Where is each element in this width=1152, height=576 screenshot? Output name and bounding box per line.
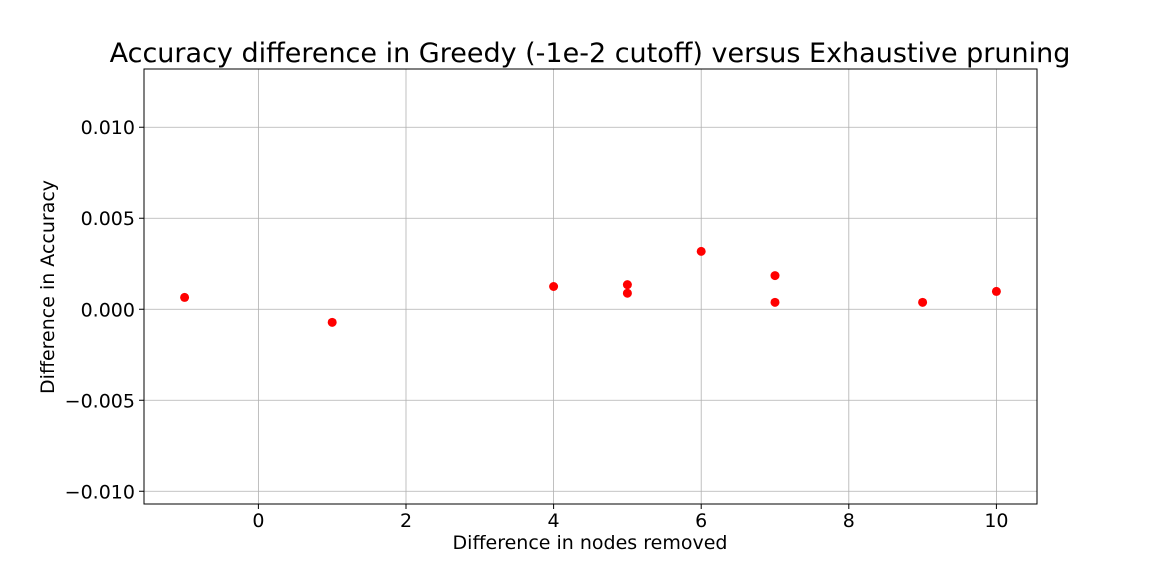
chart-title: Accuracy difference in Greedy (-1e-2 cut…: [110, 38, 1071, 69]
y-tick-label: −0.005: [65, 390, 135, 412]
data-point: [770, 297, 780, 307]
x-tick-label: 2: [400, 510, 412, 532]
data-point: [991, 286, 1001, 296]
points-layer: [180, 246, 1001, 327]
y-tick-label: 0.000: [81, 299, 135, 321]
grid-layer: [144, 69, 1037, 504]
y-tick-label: −0.010: [65, 481, 135, 503]
y-axis-label: Difference in Accuracy: [37, 180, 59, 394]
x-tick-label: 4: [548, 510, 560, 532]
data-point: [549, 282, 559, 291]
data-point: [327, 317, 337, 327]
data-point: [622, 280, 632, 290]
x-tick-label: 0: [252, 510, 264, 532]
data-point: [770, 271, 780, 281]
data-point: [622, 288, 632, 298]
y-tick-label: 0.010: [81, 117, 135, 139]
data-point: [918, 297, 928, 307]
plot-frame: [143, 68, 1038, 505]
data-point: [696, 246, 706, 256]
data-point: [180, 292, 190, 302]
ticks-layer: 0 2 4 6 8 10 −0.010 −0.005 0.000 0.005 0.010: [65, 117, 1009, 532]
x-axis-label: Difference in nodes removed: [453, 532, 728, 554]
x-tick-label: 6: [695, 510, 707, 532]
x-tick-label: 8: [843, 510, 855, 532]
y-tick-label: 0.005: [81, 208, 135, 230]
x-tick-label: 10: [984, 510, 1008, 532]
